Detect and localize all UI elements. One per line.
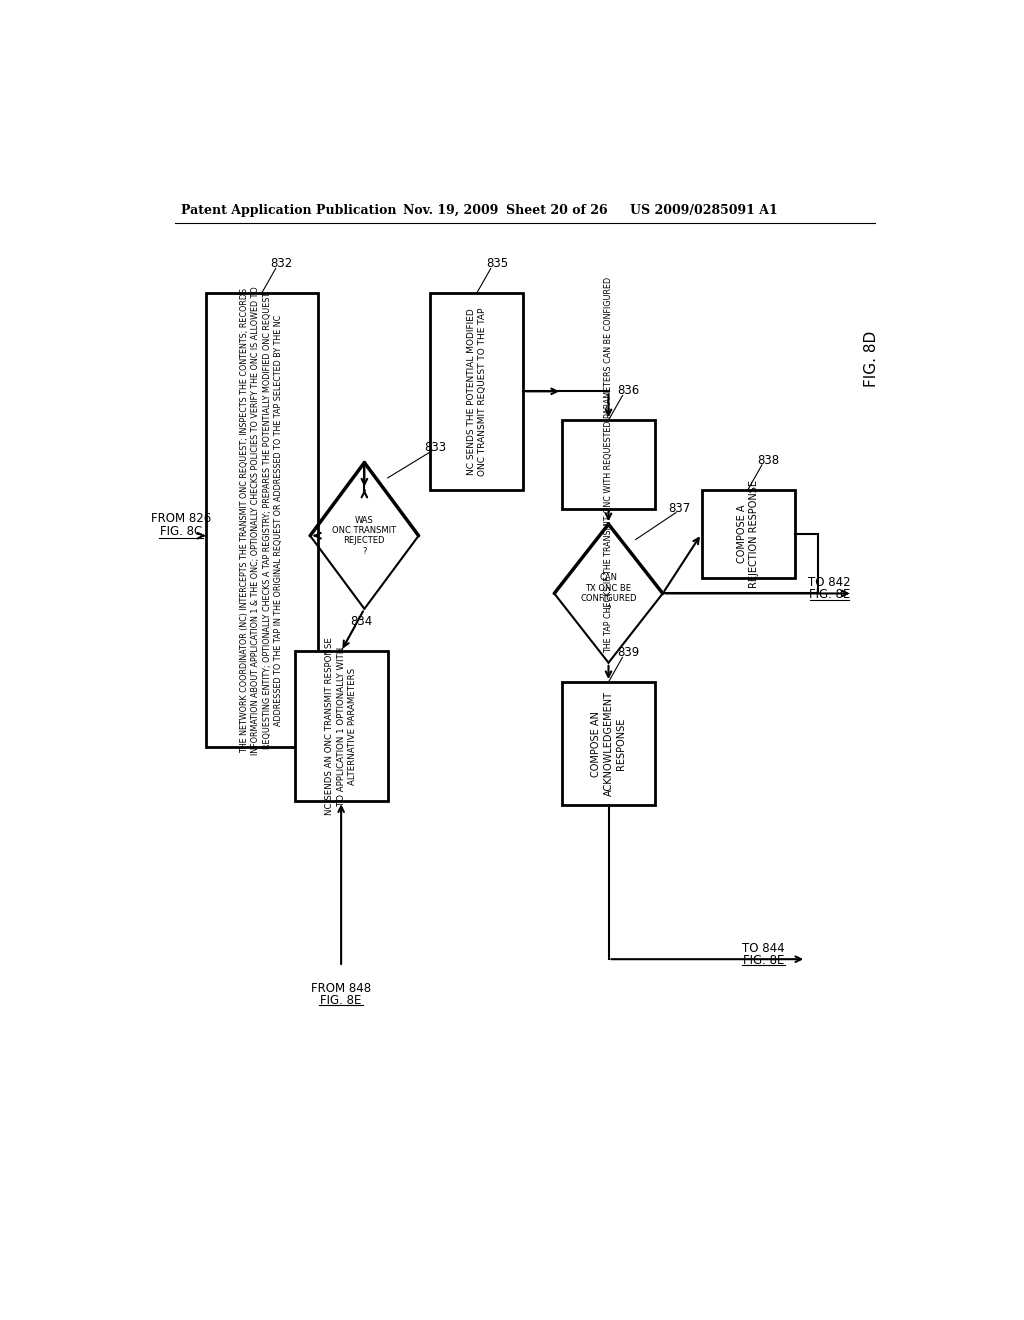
Text: FIG. 8E: FIG. 8E	[742, 954, 784, 968]
Text: COMPOSE AN
ACKNOWLEDGEMENT
RESPONSE: COMPOSE AN ACKNOWLEDGEMENT RESPONSE	[591, 692, 627, 796]
Text: THE TAP CHECKS IF THE TRANSMIT ONC WITH REQUESTED PARAMETERS CAN BE CONFIGURED: THE TAP CHECKS IF THE TRANSMIT ONC WITH …	[604, 276, 613, 652]
Bar	[295, 651, 388, 801]
Text: FIG. 8D: FIG. 8D	[864, 330, 880, 387]
Bar	[206, 293, 317, 747]
Bar	[430, 293, 523, 490]
Text: 838: 838	[757, 454, 779, 467]
Text: THE NETWORK COORDINATOR (NC) INTERCEPTS THE TRANSMIT ONC REQUEST; INSPECTS THE C: THE NETWORK COORDINATOR (NC) INTERCEPTS …	[240, 286, 284, 755]
Text: TO 842: TO 842	[808, 576, 851, 589]
Text: 832: 832	[270, 257, 293, 271]
Text: 837: 837	[669, 502, 691, 515]
Text: 839: 839	[617, 647, 640, 659]
Bar	[701, 490, 795, 578]
Text: FROM 826: FROM 826	[151, 512, 211, 525]
Text: 835: 835	[485, 257, 508, 271]
Bar	[562, 420, 655, 508]
Text: US 2009/0285091 A1: US 2009/0285091 A1	[630, 205, 778, 218]
Text: NC SENDS THE POTENTIAL MODIFIED
ONC TRANSMIT REQUEST TO THE TAP: NC SENDS THE POTENTIAL MODIFIED ONC TRAN…	[467, 308, 487, 475]
Text: FIG. 8C: FIG. 8C	[160, 524, 202, 537]
Text: 836: 836	[617, 384, 640, 397]
Text: Sheet 20 of 26: Sheet 20 of 26	[506, 205, 608, 218]
Text: NC SENDS AN ONC TRANSMIT RESPONSE
TO APPLICATION 1 OPTIONALLY WITH
ALTERNATIVE P: NC SENDS AN ONC TRANSMIT RESPONSE TO APP…	[326, 638, 357, 816]
Text: FIG. 8E: FIG. 8E	[321, 994, 361, 1007]
Text: FROM 848: FROM 848	[311, 982, 371, 995]
Text: Nov. 19, 2009: Nov. 19, 2009	[403, 205, 499, 218]
Text: WAS
ONC TRANSMIT
REJECTED
?: WAS ONC TRANSMIT REJECTED ?	[333, 516, 396, 556]
Text: CAN
TX ONC BE
CONFIGURED
?: CAN TX ONC BE CONFIGURED ?	[581, 573, 637, 614]
Text: 834: 834	[350, 615, 373, 628]
Text: 833: 833	[425, 441, 446, 454]
Text: TO 844: TO 844	[742, 942, 784, 954]
Bar	[562, 682, 655, 805]
Text: COMPOSE A
REJECTION RESPONSE: COMPOSE A REJECTION RESPONSE	[736, 479, 760, 587]
Text: FIG. 8E: FIG. 8E	[809, 589, 850, 602]
Text: Patent Application Publication: Patent Application Publication	[180, 205, 396, 218]
